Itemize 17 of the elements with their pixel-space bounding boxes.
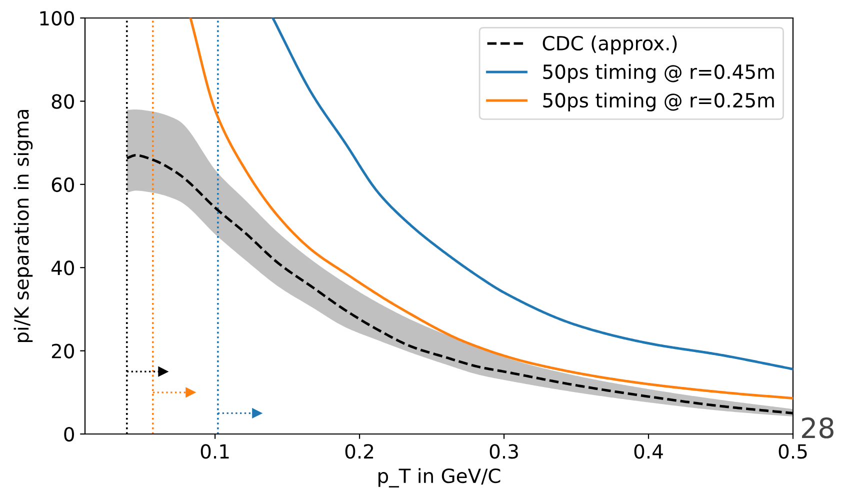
y-tick-label: 40 <box>51 260 74 276</box>
y-tick-label: 80 <box>52 94 74 109</box>
y-tick-label: 100 <box>40 10 74 26</box>
text: 28 <box>802 417 834 438</box>
legend-label: 50ps timing @ r=0.45m <box>543 64 774 83</box>
legend-label: 50ps timing @ r=0.25m <box>543 92 774 112</box>
x-tick-label: 0.4 <box>634 444 663 459</box>
y-tick-label: 20 <box>52 344 74 358</box>
y-tick-label: 0 <box>64 426 74 442</box>
legend-label: CDC (approx.) <box>542 36 677 54</box>
x-axis-title: p_T in GeV/C <box>378 468 500 488</box>
y-tick-label: 60 <box>52 177 74 192</box>
x-tick-label: 0.3 <box>490 444 518 459</box>
y-axis-title: pi/K separation in sigma <box>14 110 33 342</box>
x-tick-label: 0.2 <box>345 444 374 459</box>
x-tick-label: 0.1 <box>200 444 229 459</box>
x-tick-label: 0.5 <box>778 444 807 459</box>
